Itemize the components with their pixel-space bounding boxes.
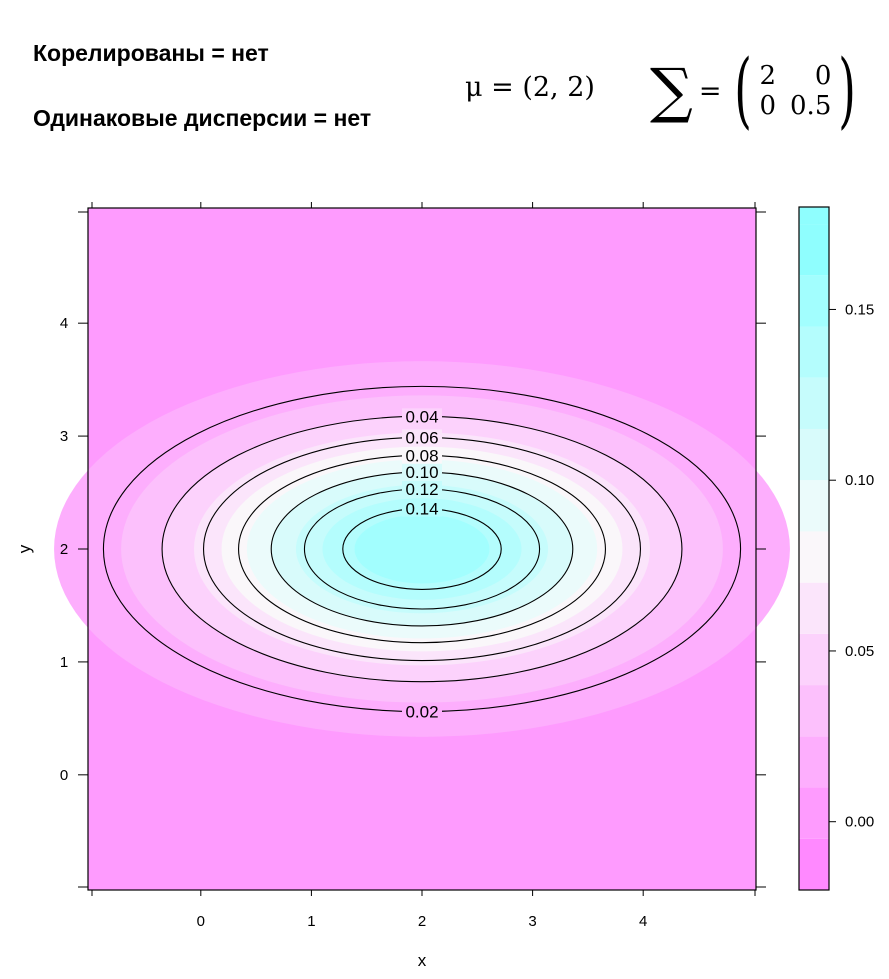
y-tick-label: 2 (60, 541, 68, 558)
sigma-equals: = (698, 75, 722, 107)
colorbar-band (799, 736, 829, 788)
x-tick-label: 0 (197, 913, 205, 930)
axes: 0 1 2 3 4 0 1 2 3 4 x y (15, 202, 766, 970)
contour-lines: 0.02 0.04 0.060.080.100.120.14 (102, 385, 742, 722)
contour-label-bg (402, 500, 442, 517)
colorbar-band (799, 685, 829, 737)
colorbar-band (799, 480, 829, 532)
matrix-cell: 0 (759, 91, 777, 121)
colorbar-band (799, 838, 829, 890)
density-fill (54, 208, 790, 890)
y-tick-label: 1 (60, 654, 68, 671)
colorbar-border (798, 206, 830, 891)
x-tick-label: 4 (639, 913, 647, 930)
colorbar-band (799, 787, 829, 839)
right-paren: ) (838, 43, 857, 138)
sigma-symbol: ∑ (650, 56, 693, 126)
colorbar-tick-label: 0.05 (845, 643, 874, 660)
colorbar-band (799, 377, 829, 429)
contour-label: 0.02 (405, 703, 438, 722)
contour-label: 0.10 (405, 463, 438, 482)
contour-label-bg (402, 429, 442, 446)
colorbar-band (799, 326, 829, 378)
colorbar-band (799, 224, 829, 276)
colorbar: 0.00 0.05 0.10 0.15 (798, 206, 874, 891)
colorbar-band (799, 531, 829, 583)
colorbar-tick-label: 0.00 (845, 814, 874, 831)
colorbar-band (799, 207, 829, 225)
colorbar-tick-label: 0.10 (845, 472, 874, 489)
contour-label-bg (402, 408, 442, 425)
contour-label: 0.08 (405, 446, 438, 465)
contour-label-bg (402, 447, 442, 464)
covariance-matrix: 2 0 0 0.5 (759, 61, 831, 121)
y-axis-label: y (15, 544, 34, 553)
colorbar-band (799, 428, 829, 481)
colorbar-band (799, 633, 829, 686)
matrix-cell: 0 (814, 61, 832, 91)
mean-formula: μ = (2, 2) (465, 72, 595, 103)
contour-label-bg (402, 480, 442, 497)
colorbar-band (799, 582, 829, 634)
colorbar-band (799, 275, 829, 327)
colorbar-tick-label: 0.15 (845, 301, 874, 318)
y-tick-label: 4 (60, 315, 68, 332)
x-axis-label: x (418, 951, 427, 970)
matrix-cell: 2 (759, 61, 777, 91)
annotation-equal-variances: Одинаковые дисперсии = нет (33, 105, 372, 131)
y-tick-label: 3 (60, 428, 68, 445)
left-paren: ( (734, 43, 753, 138)
x-tick-label: 3 (528, 913, 536, 930)
x-tick-label: 2 (418, 913, 426, 930)
matrix-cell: 0.5 (790, 91, 832, 121)
x-tick-label: 1 (307, 913, 315, 930)
annotation-correlated: Корелированы = нет (33, 40, 269, 66)
y-tick-label: 0 (60, 767, 68, 784)
covariance-formula: ∑ = ( 2 0 0 0.5 ) (650, 46, 863, 136)
contour-label: 0.04 (405, 407, 438, 426)
contour-label: 0.14 (405, 500, 438, 519)
fill-band (354, 514, 490, 584)
contour-label-bg (402, 464, 442, 481)
contour-label-bg (402, 703, 442, 720)
contour-label: 0.06 (405, 428, 438, 447)
contour-label: 0.12 (405, 480, 438, 499)
